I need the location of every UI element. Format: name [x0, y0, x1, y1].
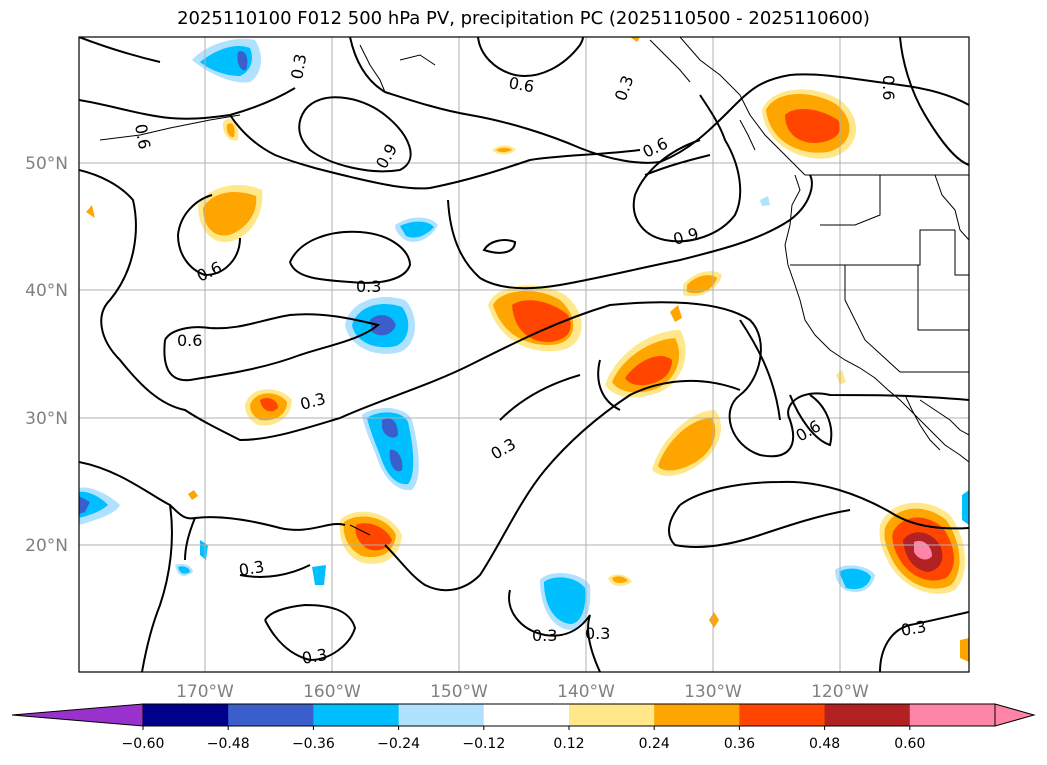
plot-frame: [78, 36, 970, 673]
coastlines: [99, 37, 969, 536]
map-title: 2025110100 F012 500 hPa PV, precipitatio…: [177, 8, 870, 29]
colorbar-segment: [909, 704, 996, 726]
colorbar-tick-label: 0.36: [724, 736, 755, 752]
colorbar-segment: [143, 704, 229, 726]
lat-label: 40°N: [25, 281, 68, 301]
colorbar-tick-label: −0.24: [377, 736, 420, 752]
colorbar-segment: [483, 704, 570, 726]
lat-label: 20°N: [25, 536, 68, 556]
colorbar-tick-label: −0.12: [462, 736, 505, 752]
map-plot: 0.6 0.3 0.6 0.9 0.3 0.6 0.9 0.6 0.3 0.3 …: [79, 37, 969, 672]
lon-label: 130°W: [684, 682, 742, 702]
contour-label: 0.3: [532, 626, 557, 645]
lon-label: 160°W: [303, 682, 361, 702]
colorbar: −0.60 −0.48 −0.36 −0.24 −0.12 0.12 0.24 0.36 0.4…: [11, 703, 1036, 752]
colorbar-segment: [398, 704, 485, 726]
contour-label: 0.3: [287, 52, 310, 80]
colorbar-extend-high: [994, 703, 1036, 727]
lon-label: 170°W: [176, 682, 234, 702]
contour-label: 0.3: [298, 389, 328, 414]
contour-label: 0.3: [899, 617, 927, 640]
longitude-labels: 170°W 160°W 150°W 140°W 130°W 120°W: [176, 682, 869, 702]
pv-contours: [79, 37, 969, 672]
contour-label: 0.3: [488, 434, 520, 463]
precip-shading: [79, 37, 969, 662]
colorbar-segment: [228, 704, 314, 726]
colorbar-segment: [824, 704, 911, 726]
contour-label: 0.6: [177, 331, 202, 350]
colorbar-segment: [739, 704, 826, 726]
contour-label: 0.3: [585, 624, 610, 643]
colorbar-tick-label: −0.48: [207, 736, 250, 752]
colorbar-tick-label: −0.36: [292, 736, 335, 752]
colorbar-extend-low: [11, 703, 144, 727]
contour-label: 0.6: [879, 75, 898, 100]
colorbar-tick-label: 0.24: [639, 736, 670, 752]
contour-label: 0.6: [507, 73, 535, 96]
contour-label: 0.3: [356, 277, 381, 296]
lat-label: 50°N: [25, 154, 68, 174]
contour-label: 0.3: [611, 73, 638, 103]
contour-label: 0.3: [300, 645, 328, 668]
contour-label: 0.9: [671, 224, 701, 249]
contour-label: 0.6: [194, 258, 225, 286]
colorbar-tick-label: 0.12: [553, 736, 584, 752]
colorbar-tick-label: 0.48: [809, 736, 840, 752]
colorbar-tick-label: −0.60: [122, 736, 165, 752]
contour-label: 0.6: [131, 122, 154, 150]
graticule: [79, 37, 969, 672]
lon-label: 150°W: [430, 682, 488, 702]
contour-label: 0.6: [793, 416, 825, 445]
colorbar-segment: [569, 704, 655, 726]
latitude-labels: 50°N 40°N 30°N 20°N: [25, 154, 68, 556]
colorbar-segment: [313, 704, 400, 726]
contour-label: 0.3: [237, 557, 265, 580]
lon-label: 120°W: [811, 682, 869, 702]
colorbar-tick-label: 0.60: [894, 736, 925, 752]
contour-label: 0.9: [372, 140, 401, 172]
colorbar-segment: [654, 704, 740, 726]
lat-label: 30°N: [25, 409, 68, 429]
lon-label: 140°W: [557, 682, 615, 702]
